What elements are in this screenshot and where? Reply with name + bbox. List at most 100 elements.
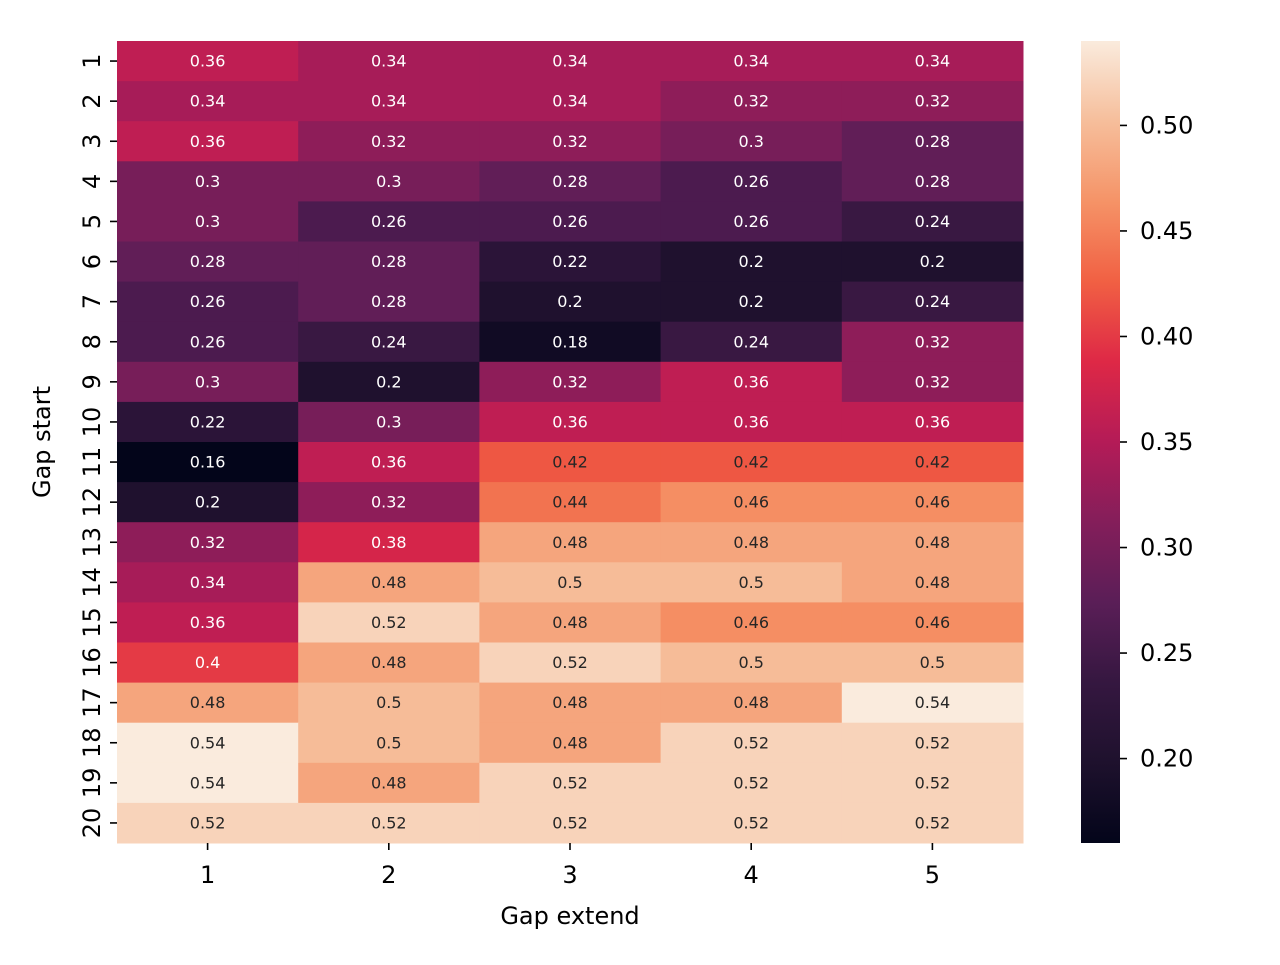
heatmap-cell xyxy=(841,41,1024,82)
heatmap-cell xyxy=(660,562,843,603)
heatmap-cell-value: 0.54 xyxy=(915,693,951,712)
colorbar-tick-label: 0.20 xyxy=(1140,745,1193,773)
heatmap-cell xyxy=(841,722,1024,764)
heatmap-cell-value: 0.52 xyxy=(915,773,951,792)
heatmap-cell xyxy=(841,361,1024,403)
heatmap-cell-value: 0.28 xyxy=(915,172,951,191)
heatmap-cell-value: 0.32 xyxy=(552,132,588,151)
heatmap-cell-value: 0.48 xyxy=(915,573,951,592)
heatmap-cell-value: 0.32 xyxy=(371,493,407,512)
heatmap-cell xyxy=(479,161,662,202)
heatmap-cell xyxy=(298,442,480,483)
y-tick-label: 7 xyxy=(78,294,106,309)
heatmap-cell xyxy=(479,722,662,764)
heatmap-cell xyxy=(298,762,480,804)
colorbar-tick-label: 0.30 xyxy=(1140,534,1193,562)
heatmap-cell-value: 0.36 xyxy=(733,412,769,431)
heatmap-cell xyxy=(298,682,480,724)
heatmap-cell xyxy=(298,361,480,403)
heatmap-cell-value: 0.48 xyxy=(552,533,588,552)
x-axis-label: Gap extend xyxy=(500,902,639,930)
heatmap-cell xyxy=(841,281,1024,323)
y-tick-label: 15 xyxy=(78,607,106,638)
heatmap-cell xyxy=(479,562,662,603)
heatmap-cell-value: 0.52 xyxy=(552,773,588,792)
colorbar-tick-label: 0.45 xyxy=(1140,217,1193,245)
heatmap-cell-value: 0.52 xyxy=(733,773,769,792)
x-axis-ticks: 1 2 3 4 5 xyxy=(200,843,940,889)
heatmap-cell-value: 0.36 xyxy=(733,372,769,391)
heatmap-cell xyxy=(841,161,1024,202)
heatmap-cell xyxy=(841,562,1024,603)
heatmap-cell xyxy=(298,121,480,162)
heatmap-cell-value: 0.32 xyxy=(915,332,951,351)
heatmap-cell-value: 0.2 xyxy=(557,292,582,311)
heatmap-cell xyxy=(117,81,299,122)
heatmap-cell xyxy=(117,482,299,523)
heatmap-cell-value: 0.5 xyxy=(920,653,945,672)
heatmap-cell-value: 0.36 xyxy=(552,412,588,431)
heatmap-cell xyxy=(479,482,662,523)
heatmap-cell-value: 0.26 xyxy=(371,212,407,231)
y-tick-label: 3 xyxy=(78,134,106,149)
heatmap-cell xyxy=(660,442,843,483)
heatmap-cell-value: 0.52 xyxy=(552,813,588,832)
heatmap-cell xyxy=(298,522,480,563)
heatmap-cell xyxy=(117,642,299,684)
heatmap-cell-value: 0.36 xyxy=(190,132,226,151)
heatmap-cell-value: 0.32 xyxy=(190,533,226,552)
y-tick-label: 13 xyxy=(78,527,106,558)
heatmap-cell xyxy=(117,442,299,483)
x-tick-label: 3 xyxy=(562,861,577,889)
x-tick-label: 4 xyxy=(744,861,759,889)
heatmap-cell-value: 0.28 xyxy=(552,172,588,191)
heatmap-cell-value: 0.34 xyxy=(190,573,226,592)
heatmap-cell xyxy=(660,522,843,563)
colorbar-tick-label: 0.25 xyxy=(1140,639,1193,667)
heatmap-cell xyxy=(841,121,1024,162)
heatmap-cell xyxy=(117,161,299,202)
heatmap-cell xyxy=(660,41,843,82)
heatmap-cell xyxy=(117,602,299,643)
heatmap-cell-value: 0.32 xyxy=(371,132,407,151)
colorbar-tick-label: 0.50 xyxy=(1140,111,1193,139)
heatmap-cell-value: 0.52 xyxy=(371,613,407,632)
heatmap-cell xyxy=(660,81,843,122)
heatmap-cell-value: 0.48 xyxy=(552,733,588,752)
heatmap-cell xyxy=(660,802,843,844)
heatmap-cell xyxy=(660,401,843,443)
heatmap-cell-value: 0.36 xyxy=(190,52,226,71)
heatmap-cell-value: 0.34 xyxy=(190,92,226,111)
y-tick-label: 1 xyxy=(78,53,106,68)
heatmap-cell-value: 0.5 xyxy=(557,573,582,592)
heatmap-cell-value: 0.26 xyxy=(190,332,226,351)
heatmap-cell xyxy=(298,241,480,283)
heatmap-cell xyxy=(660,281,843,323)
y-axis-label: Gap start xyxy=(28,386,56,498)
heatmap-cell-value: 0.24 xyxy=(371,332,407,351)
heatmap-cell xyxy=(479,81,662,122)
heatmap-cell-value: 0.2 xyxy=(738,252,763,271)
heatmap-cell xyxy=(479,361,662,403)
heatmap-cell-value: 0.46 xyxy=(915,613,951,632)
heatmap-cell-value: 0.26 xyxy=(733,172,769,191)
heatmap-cell-value: 0.34 xyxy=(371,52,407,71)
heatmap-cell-value: 0.26 xyxy=(733,212,769,231)
heatmap-cell xyxy=(841,762,1024,804)
heatmap-cell-value: 0.32 xyxy=(733,92,769,111)
y-tick-label: 18 xyxy=(78,727,106,758)
y-tick-label: 17 xyxy=(78,687,106,718)
heatmap-cell xyxy=(660,642,843,684)
heatmap-cell xyxy=(298,401,480,443)
heatmap-cell-value: 0.54 xyxy=(190,733,226,752)
heatmap-cell-value: 0.54 xyxy=(190,773,226,792)
heatmap-cell-value: 0.5 xyxy=(376,733,401,752)
heatmap-cell-value: 0.26 xyxy=(190,292,226,311)
heatmap-cell-value: 0.34 xyxy=(371,92,407,111)
heatmap-cell xyxy=(479,121,662,162)
heatmap-cell-value: 0.2 xyxy=(920,252,945,271)
heatmap-cell xyxy=(117,121,299,162)
heatmap-cell xyxy=(660,241,843,283)
heatmap-cell xyxy=(479,321,662,363)
